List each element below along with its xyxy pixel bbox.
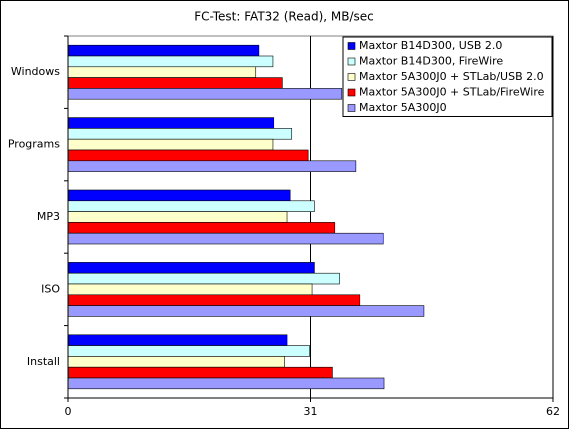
bar: [67, 77, 283, 89]
bar: [67, 211, 288, 223]
bar: [67, 272, 340, 285]
bar: [67, 117, 275, 129]
bar: [67, 55, 274, 68]
bar: [67, 149, 309, 162]
y-tick-label: Windows: [11, 65, 60, 78]
legend-swatch: [347, 104, 356, 112]
bar: [67, 294, 361, 306]
bar: [67, 160, 357, 172]
legend-label: Maxtor 5A300J0: [359, 101, 447, 114]
legend-swatch: [347, 88, 356, 97]
bar: [67, 345, 311, 357]
legend-label: Maxtor 5A300J0 + STLab/FireWire: [359, 86, 545, 99]
bar: [67, 200, 315, 212]
y-tick-label: Install: [27, 355, 60, 368]
bar: [67, 66, 257, 78]
bar: [67, 128, 293, 140]
legend-label: Maxtor B14D300, USB 2.0: [359, 39, 502, 52]
bar: [67, 222, 336, 234]
bar: [67, 232, 384, 245]
bar: [67, 283, 313, 296]
bar: [67, 377, 385, 390]
bar: [67, 262, 315, 274]
bar: [67, 138, 274, 151]
bar: [67, 189, 291, 202]
legend-swatch: [347, 42, 356, 50]
x-tick-label: 62: [546, 405, 560, 418]
bar: [67, 305, 425, 317]
chart-title: FC-Test: FAT32 (Read), MB/sec: [194, 10, 374, 24]
bar: [67, 334, 288, 346]
legend-box: [342, 36, 553, 117]
x-tick-label: 0: [65, 405, 72, 418]
legend-label: Maxtor 5A300J0 + STLab/USB 2.0: [359, 70, 544, 83]
legend-label: Maxtor B14D300, FireWire: [359, 55, 503, 68]
legend-swatch: [347, 57, 356, 66]
bar: [67, 366, 333, 379]
y-tick-label: Programs: [8, 138, 60, 151]
y-tick-label: ISO: [41, 282, 60, 295]
bar: [67, 88, 343, 100]
x-tick-label: 31: [304, 405, 318, 418]
y-tick-label: MP3: [37, 210, 60, 223]
bar: [67, 356, 285, 368]
legend-swatch: [347, 73, 356, 81]
bar: [67, 44, 260, 57]
